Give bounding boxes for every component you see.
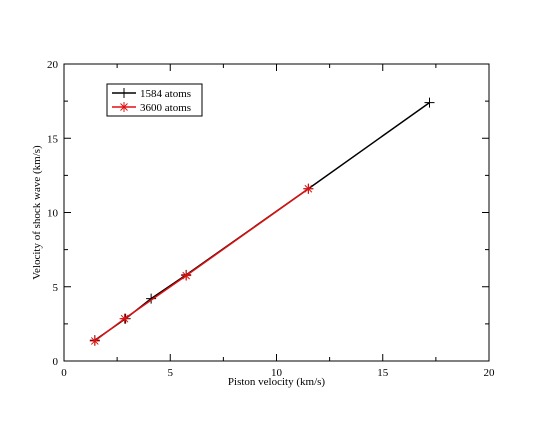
y-tick-label: 20 <box>47 59 59 71</box>
x-axis-label: Piston velocity (km/s) <box>228 376 326 388</box>
point-3600-atoms <box>119 313 130 324</box>
series-line-3600-atoms <box>94 188 309 342</box>
y-tick-label: 10 <box>47 208 59 220</box>
legend-box <box>106 83 203 117</box>
y-tick-label: 0 <box>53 356 59 368</box>
legend-marker-1584-atoms <box>119 88 129 98</box>
point-3600-atoms <box>181 270 192 281</box>
y-tick-label: 15 <box>47 133 59 145</box>
x-tick-label: 5 <box>168 367 174 379</box>
point-1584-atoms <box>424 97 435 108</box>
y-axis-label: Velocity of shock wave (km/s) <box>31 145 43 280</box>
legend-label-3600-atoms: 3600 atoms <box>140 102 191 114</box>
point-3600-atoms <box>303 183 314 194</box>
axis-ticks: 0 5 10 15 20 0 5 10 15 20 <box>47 59 495 379</box>
legend-marker-3600-atoms <box>119 102 129 112</box>
y-tick-label: 5 <box>53 282 59 294</box>
legend: 1584 atoms 3600 atoms <box>106 83 203 117</box>
x-tick-label: 20 <box>484 367 496 379</box>
x-tick-label: 0 <box>61 367 67 379</box>
legend-label-1584-atoms: 1584 atoms <box>140 88 191 100</box>
point-3600-atoms <box>89 335 100 346</box>
x-tick-label: 10 <box>271 367 283 379</box>
series-layer <box>89 97 435 346</box>
x-tick-label: 15 <box>377 367 389 379</box>
